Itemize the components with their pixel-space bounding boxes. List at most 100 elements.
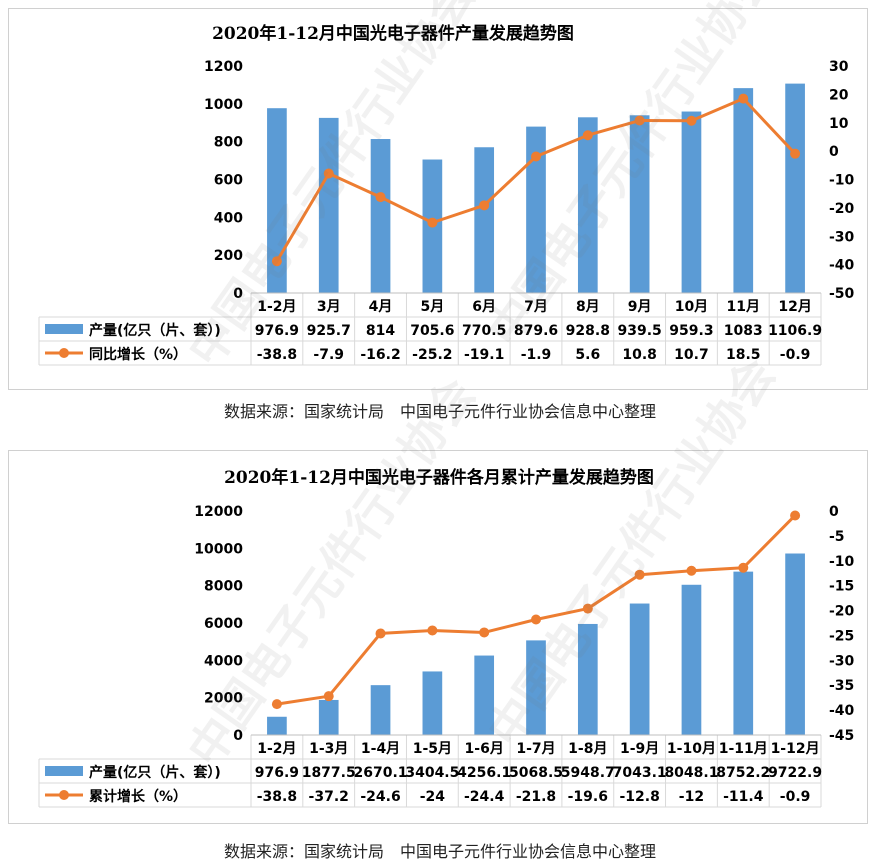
category-label: 1-3月 (309, 741, 348, 757)
line-point (427, 217, 438, 228)
bar (785, 553, 805, 735)
bar-data-label: 5948.7 (561, 765, 615, 781)
legend-bar-swatch (45, 324, 83, 334)
bar-data-label: 976.9 (255, 765, 299, 781)
category-label: 1-6月 (465, 741, 504, 757)
bar-data-label: 3404.5 (405, 765, 459, 781)
left-axis-tick: 1200 (204, 59, 243, 75)
bar-data-label: 976.9 (255, 323, 299, 339)
line-point (427, 625, 438, 636)
line-data-label: -24.4 (464, 789, 505, 805)
line-data-label: 10.8 (622, 347, 657, 363)
line-data-label: -38.8 (257, 789, 297, 805)
bar (318, 117, 339, 293)
bar (733, 571, 754, 735)
line-data-label: 5.6 (575, 347, 600, 363)
bar-data-label: 8048.1 (664, 765, 718, 781)
bar-data-label: 4256.1 (457, 765, 511, 781)
bar (370, 685, 391, 735)
line-data-label: 18.5 (726, 347, 761, 363)
category-label: 1-9月 (620, 741, 659, 757)
bar-data-label: 939.5 (617, 323, 661, 339)
line-point (375, 192, 386, 203)
right-axis-tick: -20 (829, 201, 855, 217)
category-label: 1-7月 (516, 741, 555, 757)
chart-2-svg: 2020年1-12月中国光电子器件各月累计产量发展趋势图 0 2000 4000 600… (38, 467, 855, 808)
line-data-label: -19.6 (568, 789, 608, 805)
bar (267, 716, 287, 735)
line-data-label: -25.2 (412, 347, 452, 363)
line-data-label: -12.8 (619, 789, 659, 805)
line-point (531, 614, 541, 625)
legend-line-label: 累计增长（%） (89, 788, 187, 805)
legend-line-marker (59, 348, 69, 358)
category-label: 1-2月 (257, 299, 296, 315)
line-data-label: -24.6 (360, 789, 400, 805)
right-axis-tick: -45 (829, 728, 854, 744)
category-label: 1-4月 (361, 741, 400, 757)
category-label: 10月 (675, 299, 708, 315)
category-label: 8月 (576, 299, 600, 315)
left-axis-tick: 800 (214, 135, 243, 151)
chart-2-source: 数据来源：国家统计局 中国电子元件行业协会信息中心整理 (223, 842, 656, 861)
bar (318, 699, 339, 735)
bar (474, 147, 495, 293)
line-data-label: -0.9 (780, 347, 811, 363)
bar (526, 640, 546, 735)
line-data-label: -37.2 (309, 789, 349, 805)
category-label: 1-2月 (257, 741, 296, 757)
line-point (323, 168, 334, 179)
category-label: 4月 (369, 299, 393, 315)
category-label: 7月 (524, 299, 548, 315)
line-point (634, 569, 645, 580)
bar (577, 117, 598, 293)
right-axis-tick: 30 (829, 59, 849, 75)
right-axis-tick: -20 (829, 604, 855, 620)
line-data-label: -16.2 (360, 347, 400, 363)
chart-1-source: 数据来源：国家统计局 中国电子元件行业协会信息中心整理 (223, 402, 656, 421)
legend-bar-label: 产量(亿只（片、套）) (89, 764, 221, 781)
right-axis-tick: -30 (829, 653, 855, 669)
left-axis-tick: 0 (233, 728, 243, 744)
left-axis-tick: 6000 (204, 616, 243, 632)
bar (733, 88, 754, 293)
line-point (686, 565, 697, 576)
right-axis-tick: -30 (829, 229, 855, 245)
category-label: 9月 (628, 299, 652, 315)
bar-data-label: 8752.2 (716, 765, 770, 781)
category-label: 1-10月 (667, 741, 716, 757)
line-data-label: -11.4 (723, 789, 764, 805)
category-label: 1-8月 (568, 741, 607, 757)
line-data-label: -7.9 (313, 347, 344, 363)
right-axis-tick: -40 (829, 258, 855, 274)
line-point (738, 93, 749, 104)
line-point (738, 562, 749, 573)
bar (681, 584, 702, 735)
bar-data-label: 928.8 (566, 323, 610, 339)
legend-bar-label: 产量(亿只（片、套）) (89, 322, 221, 339)
bar (422, 671, 443, 735)
bar-data-label: 770.5 (462, 323, 506, 339)
bar (629, 603, 650, 735)
bar (526, 126, 546, 293)
bar-data-label: 7043.1 (613, 765, 667, 781)
left-axis-tick: 400 (214, 210, 243, 226)
right-axis-tick: 10 (829, 116, 849, 132)
bar-data-label: 1106.9 (768, 323, 822, 339)
left-axis-tick: 0 (233, 286, 243, 302)
right-axis-tick: -25 (829, 628, 854, 644)
bar-data-label: 925.7 (307, 323, 351, 339)
category-label: 6月 (472, 299, 496, 315)
right-axis-tick: -10 (829, 554, 855, 570)
left-axis-tick: 600 (214, 173, 243, 189)
legend-bar-swatch (45, 766, 83, 776)
bar (629, 115, 650, 293)
right-axis-tick: -40 (829, 703, 855, 719)
bar (267, 108, 287, 293)
right-axis-tick: -5 (829, 529, 845, 545)
category-label: 1-11月 (719, 741, 768, 757)
bar (370, 139, 391, 293)
category-label: 5月 (420, 299, 444, 315)
category-label: 3月 (317, 299, 341, 315)
left-axis-tick: 4000 (204, 653, 243, 669)
